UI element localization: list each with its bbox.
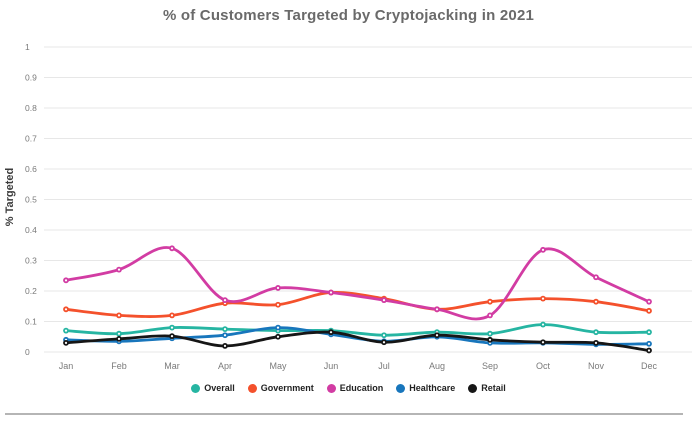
x-tick-label: Feb (111, 361, 127, 371)
x-tick-label: Apr (218, 361, 232, 371)
data-point-marker-center (594, 331, 598, 334)
data-point-marker-center (594, 276, 598, 279)
data-point-marker-center (276, 335, 280, 338)
legend-swatch-government (247, 383, 257, 393)
data-point-marker-center (117, 314, 121, 317)
data-point-marker-center (170, 314, 174, 317)
data-point-marker-center (541, 248, 545, 251)
y-tick-label: 0.9 (25, 73, 37, 83)
series-markers-education (63, 245, 652, 319)
legend-swatch-education (326, 383, 336, 393)
data-point-marker-center (223, 334, 227, 337)
data-point-marker-center (541, 341, 545, 344)
y-tick-label: 0.7 (25, 134, 37, 144)
legend-item-healthcare[interactable]: Healthcare (396, 383, 455, 393)
legend-label-healthcare: Healthcare (409, 383, 456, 393)
x-tick-label: Oct (536, 361, 551, 371)
y-tick-label: 0.6 (25, 164, 37, 174)
series-line-education (64, 246, 651, 321)
legend-swatch-healthcare (396, 383, 406, 393)
y-axis-title: % Targeted (4, 168, 16, 226)
x-axis-labels: Jan Feb Mar Apr May Jun Jul Aug Sep Oct Nov Dec (59, 361, 658, 371)
series-markers-retail (63, 329, 652, 354)
data-point-marker-center (223, 328, 227, 331)
data-point-marker-center (647, 342, 651, 345)
data-point-marker-center (276, 303, 280, 306)
grid-layer: 0 0.1 0.2 0.3 0.4 0.5 0.6 0.7 0.8 0.9 1 (25, 42, 692, 357)
x-tick-label: Sep (482, 361, 498, 371)
data-point-marker-center (170, 335, 174, 338)
footer-divider (5, 413, 683, 415)
data-point-marker-center (594, 300, 598, 303)
legend-item-retail[interactable]: Retail (468, 383, 506, 393)
data-point-marker-center (594, 341, 598, 344)
legend-label-government: Government (260, 383, 314, 393)
legend-swatch-retail (468, 383, 478, 393)
data-point-marker-center (276, 326, 280, 329)
data-point-marker-center (382, 299, 386, 302)
data-point-marker-center (170, 247, 174, 250)
data-point-marker-center (647, 349, 651, 352)
data-point-marker-center (329, 331, 333, 334)
y-tick-label: 0.8 (25, 103, 37, 113)
data-point-marker-center (117, 337, 121, 340)
data-point-marker-center (223, 299, 227, 302)
legend-label-education: Education (339, 383, 384, 393)
data-point-marker-center (64, 341, 68, 344)
legend-item-overall[interactable]: Overall (191, 383, 235, 393)
x-tick-label: Jan (59, 361, 74, 371)
y-tick-label: 0.1 (25, 317, 37, 327)
data-point-marker-center (488, 338, 492, 341)
y-tick-label: 0.2 (25, 286, 37, 296)
data-point-marker-center (541, 297, 545, 300)
data-point-marker-center (117, 332, 121, 335)
data-point-marker-center (170, 326, 174, 329)
y-tick-label: 1 (25, 42, 30, 52)
x-tick-label: May (269, 361, 287, 371)
data-point-marker-center (329, 291, 333, 294)
data-point-marker-center (382, 341, 386, 344)
data-point-marker-center (276, 286, 280, 290)
y-tick-label: 0.3 (25, 256, 37, 266)
legend-swatch-overall (191, 383, 201, 393)
y-tick-label: 0.4 (25, 225, 37, 235)
chart-title: % of Customers Targeted by Cryptojacking… (162, 7, 535, 24)
data-point-marker-center (64, 308, 68, 311)
data-point-marker-center (382, 334, 386, 337)
x-tick-label: Aug (429, 361, 445, 371)
x-tick-label: Dec (641, 361, 658, 371)
x-tick-label: Nov (588, 361, 605, 371)
data-point-marker-center (488, 332, 492, 335)
x-tick-label: Mar (164, 361, 180, 371)
legend-label-retail: Retail (481, 383, 506, 393)
legend-label-overall: Overall (204, 383, 235, 393)
y-tick-label: 0 (25, 347, 30, 357)
series-line-overall (64, 323, 651, 337)
x-tick-label: Jul (378, 361, 390, 371)
x-tick-label: Jun (324, 361, 339, 371)
data-point-marker-center (541, 323, 545, 326)
data-point-marker-center (117, 268, 121, 271)
data-point-marker-center (223, 344, 227, 347)
chart-legend: Overall Government Education Healthcare Reta… (0, 380, 697, 396)
data-point-marker-center (64, 329, 68, 332)
series-line-government (64, 290, 651, 318)
series-line-retail (64, 330, 651, 352)
data-point-marker-center (647, 309, 651, 312)
data-point-marker-center (64, 279, 68, 282)
data-point-marker-center (647, 300, 651, 303)
y-tick-label: 0.5 (25, 195, 37, 205)
data-point-marker-center (647, 331, 651, 334)
series-layer (63, 245, 652, 354)
data-point-marker-center (488, 300, 492, 303)
data-point-marker-center (435, 308, 439, 311)
data-point-marker-center (435, 334, 439, 337)
legend-item-education[interactable]: Education (326, 383, 384, 393)
legend-item-government[interactable]: Government (247, 383, 314, 393)
data-point-marker-center (488, 314, 492, 317)
